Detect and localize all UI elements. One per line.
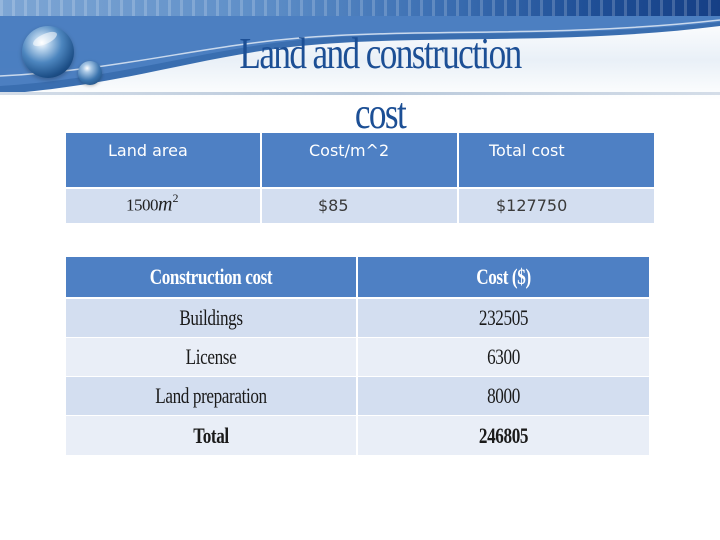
slide-title: Land and construction cost bbox=[239, 29, 522, 138]
total-cost-cell: 246805 bbox=[478, 422, 529, 448]
header-stripes bbox=[0, 0, 720, 16]
total-cost-header: Total cost bbox=[489, 141, 565, 160]
land-table-col-divider bbox=[457, 133, 459, 223]
cost-cell: 232505 bbox=[478, 305, 529, 330]
land-area-unit: m bbox=[158, 193, 173, 216]
total-label-cell: Total bbox=[193, 422, 229, 448]
cost-per-m2-header: Cost/m^2 bbox=[309, 141, 390, 160]
construction-table-col-divider bbox=[356, 257, 358, 455]
item-cell: Buildings bbox=[179, 305, 243, 330]
cost-header: Cost ($) bbox=[476, 264, 531, 289]
cost-cell: 8000 bbox=[487, 383, 520, 408]
small-globe-logo-icon bbox=[78, 61, 102, 85]
land-cost-table: Land area Cost/m^2 Total cost 1500m2 $85… bbox=[66, 133, 654, 223]
land-area-cell: 1500m2 bbox=[126, 191, 179, 217]
cost-cell: 6300 bbox=[487, 344, 520, 369]
cost-per-m2-cell: $85 bbox=[318, 196, 349, 215]
land-area-exponent: 2 bbox=[172, 191, 179, 205]
item-cell: Land preparation bbox=[155, 383, 267, 408]
item-cell: License bbox=[185, 344, 237, 369]
total-cost-cell: $127750 bbox=[496, 196, 568, 215]
land-table-header-row bbox=[66, 133, 654, 187]
header-banner bbox=[0, 0, 720, 100]
header-divider bbox=[0, 92, 720, 95]
construction-cost-table: Construction cost Cost ($) Buildings 232… bbox=[66, 257, 649, 455]
globe-logo-icon bbox=[22, 26, 74, 78]
land-area-header: Land area bbox=[108, 141, 188, 160]
land-table-col-divider bbox=[260, 133, 262, 223]
header-wave bbox=[0, 16, 720, 94]
construction-cost-header: Construction cost bbox=[149, 264, 273, 289]
land-table-data-row bbox=[66, 187, 654, 223]
land-area-number: 1500 bbox=[126, 195, 159, 215]
land-table-row-divider bbox=[66, 187, 654, 189]
